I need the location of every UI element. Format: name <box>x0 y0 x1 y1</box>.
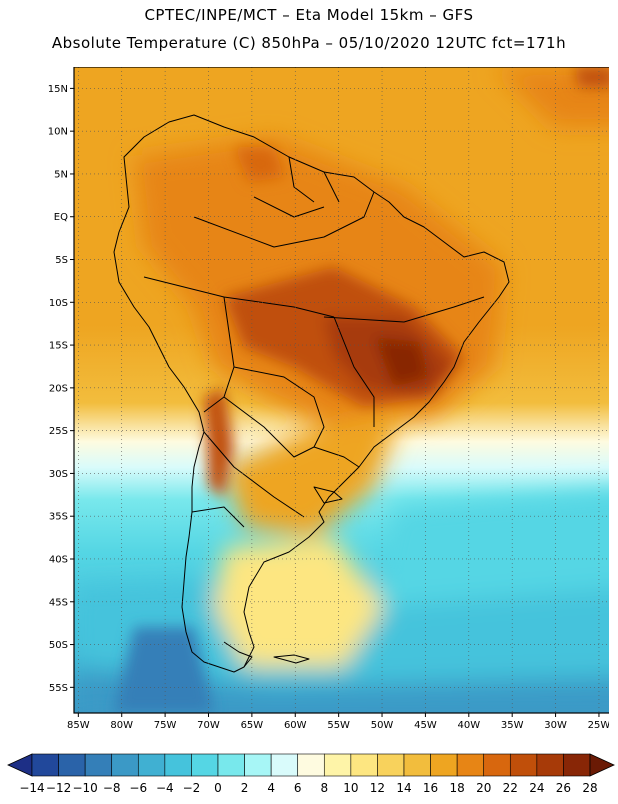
latitude-tick-label: 15N <box>48 84 68 95</box>
colorbar-swatch <box>58 753 86 777</box>
colorbar-label: −8 <box>103 781 121 795</box>
colorbar-label: −4 <box>156 781 174 795</box>
graticule <box>70 67 609 717</box>
colorbar-label: −14 <box>19 781 44 795</box>
latitude-tick-label: 5N <box>54 169 68 180</box>
colorbar-label: 12 <box>370 781 385 795</box>
colorbar-arrow-max <box>589 753 615 777</box>
longitude-tick-label: 35W <box>501 720 524 731</box>
colorbar-label: 6 <box>294 781 302 795</box>
colorbar-swatch <box>563 753 591 777</box>
colorbar-swatch <box>31 753 59 777</box>
colorbar-label: 0 <box>214 781 222 795</box>
temperature-map: 15N 10N 5N EQ 5S 10S 15S 20S 25S 30S 35S 40S 45S 50S 5… <box>37 67 609 745</box>
longitude-tick-label: 25W <box>588 720 609 731</box>
colorbar-label: −10 <box>72 781 97 795</box>
colorbar-label: 16 <box>423 781 438 795</box>
colorbar-swatch <box>297 753 325 777</box>
colorbar-label: 20 <box>476 781 491 795</box>
coastlines-and-borders <box>113 114 510 673</box>
latitude-tick-label: 35S <box>49 512 68 523</box>
latitude-tick-label: 10S <box>49 298 68 309</box>
longitude-tick-label: 65W <box>241 720 264 731</box>
longitude-tick-label: 50W <box>371 720 394 731</box>
colorbar-label: 22 <box>503 781 518 795</box>
colorbar-label: −2 <box>183 781 201 795</box>
colorbar-label: −12 <box>46 781 71 795</box>
colorbar-label: 2 <box>241 781 249 795</box>
latitude-tick-label: 25S <box>49 426 68 437</box>
colorbar-swatch <box>164 753 192 777</box>
colorbar-label: 8 <box>320 781 328 795</box>
colorbar-swatch <box>217 753 245 777</box>
longitude-tick-label: 70W <box>197 720 220 731</box>
colorbar-swatch <box>430 753 458 777</box>
colorbar-swatch <box>244 753 272 777</box>
latitude-tick-label: EQ <box>54 212 68 223</box>
map-border <box>73 67 609 714</box>
colorbar-swatch <box>137 753 166 777</box>
colorbar-label: 28 <box>582 781 597 795</box>
colorbar-swatch <box>456 753 485 777</box>
colorbar-label: 4 <box>267 781 275 795</box>
longitude-tick-label: 75W <box>154 720 177 731</box>
colorbar-arrow-min <box>7 753 33 777</box>
colorbar-label: 14 <box>396 781 411 795</box>
colorbar-swatch <box>270 753 299 777</box>
colorbar-label: 26 <box>556 781 571 795</box>
longitude-tick-label: 45W <box>414 720 437 731</box>
colorbar-label: 24 <box>529 781 544 795</box>
latitude-tick-label: 15S <box>49 341 68 352</box>
latitude-tick-label: 50S <box>49 640 68 651</box>
longitude-tick-label: 30W <box>544 720 567 731</box>
latitude-labels: 15N 10N 5N EQ 5S 10S 15S 20S 25S 30S 35S 40S 45S 50S 5… <box>48 84 68 694</box>
colorbar-swatch <box>111 753 139 777</box>
colorbar-swatch <box>377 753 405 777</box>
colorbar-label: −6 <box>129 781 147 795</box>
colorbar-swatch <box>403 753 431 777</box>
longitude-labels: 85W80W75W70W65W60W55W50W45W40W35W30W25W2… <box>67 720 609 731</box>
colorbar-label: 10 <box>343 781 358 795</box>
temperature-hotspots <box>114 67 609 713</box>
latitude-tick-label: 10N <box>48 127 68 138</box>
longitude-tick-label: 40W <box>457 720 480 731</box>
colorbar-swatch <box>536 753 564 777</box>
latitude-tick-label: 5S <box>55 255 68 266</box>
colorbar-label: 18 <box>450 781 465 795</box>
longitude-tick-label: 60W <box>284 720 307 731</box>
colorbar-swatch <box>509 753 538 777</box>
temperature-colorbar: −14 −12 −10 −8 −6 −4 −2 0 2 4 6 8 10 12 14 16 18 20 22 24 26… <box>0 748 618 804</box>
longitude-tick-label: 85W <box>67 720 90 731</box>
latitude-tick-label: 20S <box>49 383 68 394</box>
latitude-tick-label: 30S <box>49 469 68 480</box>
colorbar-swatch <box>483 753 511 777</box>
longitude-tick-label: 80W <box>110 720 133 731</box>
colorbar-swatch <box>84 753 113 777</box>
map-subtitle: Absolute Temperature (C) 850hPa – 05/10/… <box>51 34 567 52</box>
longitude-tick-label: 55W <box>327 720 350 731</box>
latitude-tick-label: 55S <box>49 683 68 694</box>
latitude-tick-label: 40S <box>49 554 68 565</box>
colorbar-swatch <box>323 753 352 777</box>
map-title: CPTEC/INPE/MCT – Eta Model 15km – GFS <box>144 6 474 24</box>
colorbar-swatch <box>350 753 378 777</box>
latitude-tick-label: 45S <box>49 597 68 608</box>
colorbar-swatch <box>191 753 219 777</box>
